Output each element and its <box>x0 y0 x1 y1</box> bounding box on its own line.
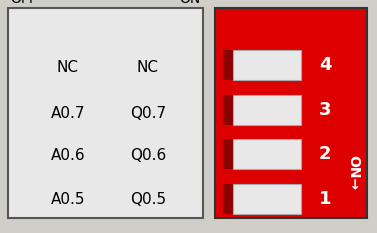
Bar <box>215 8 367 218</box>
Text: ON: ON <box>180 0 201 6</box>
Bar <box>223 184 243 214</box>
Bar <box>223 95 243 125</box>
Bar <box>223 139 243 169</box>
Text: ON→: ON→ <box>346 155 360 191</box>
Text: 1: 1 <box>319 190 331 208</box>
Bar <box>233 184 301 214</box>
Text: 3: 3 <box>319 101 331 119</box>
Text: A0.6: A0.6 <box>51 148 85 164</box>
Text: NC: NC <box>137 61 159 75</box>
Bar <box>233 139 301 169</box>
Text: Q0.6: Q0.6 <box>130 148 166 164</box>
Bar <box>233 50 301 80</box>
Text: A0.7: A0.7 <box>51 106 85 120</box>
Bar <box>8 8 203 218</box>
Text: NC: NC <box>57 61 79 75</box>
Text: 2: 2 <box>319 145 331 163</box>
Text: A0.5: A0.5 <box>51 192 85 208</box>
Text: Q0.5: Q0.5 <box>130 192 166 208</box>
Text: 4: 4 <box>319 56 331 74</box>
Text: OFF: OFF <box>10 0 37 6</box>
Text: Q0.7: Q0.7 <box>130 106 166 120</box>
Bar <box>233 95 301 125</box>
Bar <box>223 50 243 80</box>
